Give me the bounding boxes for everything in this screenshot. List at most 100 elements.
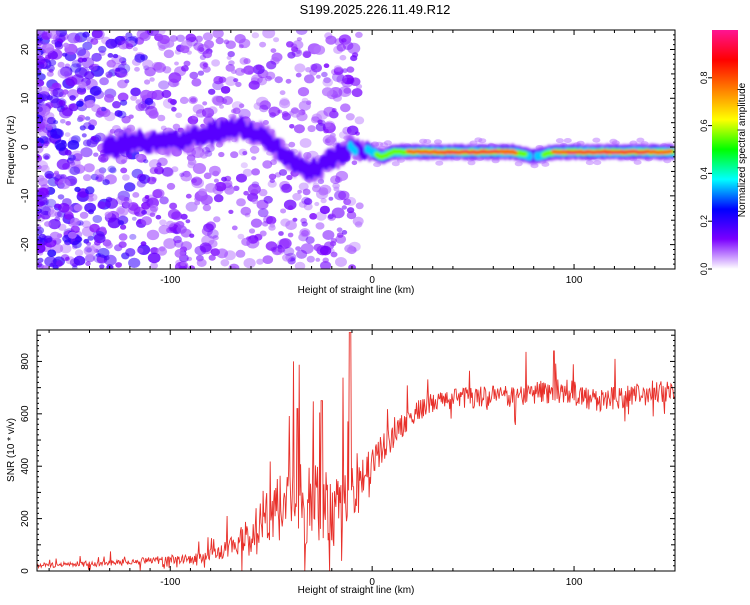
noise-blob bbox=[199, 242, 212, 253]
noise-blob bbox=[297, 189, 302, 194]
noise-blob bbox=[266, 60, 277, 70]
noise-blob bbox=[76, 62, 82, 68]
noise-blob bbox=[128, 202, 139, 211]
noise-blob bbox=[474, 137, 483, 143]
noise-blob bbox=[37, 195, 48, 206]
noise-blob bbox=[346, 207, 355, 214]
noise-blob bbox=[280, 208, 287, 214]
noise-blob bbox=[57, 178, 71, 190]
noise-blob bbox=[294, 261, 306, 269]
noise-blob bbox=[262, 255, 274, 264]
noise-blob bbox=[43, 137, 52, 145]
noise-blob bbox=[166, 220, 175, 228]
noise-blob bbox=[235, 81, 242, 88]
noise-blob bbox=[309, 213, 318, 220]
noise-blob bbox=[175, 112, 183, 119]
noise-blob bbox=[125, 248, 136, 257]
noise-blob bbox=[141, 216, 152, 226]
noise-blob bbox=[54, 41, 63, 48]
noise-blob bbox=[355, 202, 364, 210]
noise-blob bbox=[135, 99, 142, 105]
noise-blob bbox=[118, 241, 127, 249]
noise-blob bbox=[44, 221, 51, 227]
noise-blob bbox=[262, 30, 276, 39]
noise-blob bbox=[135, 103, 145, 112]
noise-blob bbox=[37, 36, 42, 44]
noise-blob bbox=[330, 132, 336, 138]
noise-blob bbox=[161, 167, 173, 177]
noise-blob bbox=[266, 216, 277, 225]
noise-blob bbox=[280, 218, 291, 227]
noise-blob bbox=[50, 128, 63, 139]
noise-blob bbox=[117, 215, 129, 225]
noise-blob bbox=[346, 125, 359, 136]
noise-blob bbox=[325, 35, 337, 45]
noise-blob bbox=[268, 106, 281, 117]
noise-blob bbox=[294, 63, 306, 73]
noise-blob bbox=[258, 188, 268, 197]
noise-blob bbox=[56, 158, 70, 170]
noise-blob bbox=[241, 237, 252, 246]
noise-blob bbox=[187, 115, 199, 125]
noise-blob bbox=[198, 188, 207, 196]
noise-blob bbox=[318, 119, 326, 126]
noise-blob bbox=[70, 135, 81, 144]
noise-blob bbox=[120, 99, 128, 106]
noise-blob bbox=[82, 31, 90, 38]
noise-blob bbox=[255, 64, 263, 71]
noise-blob bbox=[234, 34, 246, 44]
noise-blob bbox=[57, 61, 65, 68]
noise-blob bbox=[121, 61, 127, 66]
noise-blob bbox=[83, 245, 97, 256]
noise-blob bbox=[94, 132, 106, 142]
noise-blob bbox=[467, 160, 476, 166]
x-tick-label: 0 bbox=[369, 577, 375, 588]
noise-blob bbox=[211, 95, 223, 105]
noise-blob bbox=[107, 53, 114, 58]
noise-blob bbox=[112, 53, 119, 59]
colorbar-tick-label: 0.4 bbox=[699, 167, 709, 180]
noise-blob bbox=[90, 173, 99, 181]
noise-blob bbox=[125, 43, 134, 50]
noise-blob bbox=[207, 106, 218, 115]
noise-blob bbox=[331, 207, 345, 219]
noise-blob bbox=[77, 114, 86, 122]
noise-blob bbox=[202, 32, 213, 41]
noise-blob bbox=[46, 126, 53, 131]
noise-blob bbox=[176, 34, 186, 42]
noise-blob bbox=[195, 35, 204, 43]
noise-blob bbox=[54, 216, 61, 222]
noise-blob bbox=[315, 257, 321, 262]
noise-blob bbox=[274, 172, 282, 178]
y-tick-label: 20 bbox=[20, 44, 31, 56]
noise-blob bbox=[324, 120, 335, 130]
x-tick-label: 100 bbox=[566, 275, 583, 286]
noise-blob bbox=[188, 96, 198, 105]
noise-blob bbox=[256, 258, 264, 265]
noise-blob bbox=[296, 249, 308, 259]
noise-blob bbox=[199, 54, 206, 61]
noise-blob bbox=[189, 233, 195, 238]
noise-blob bbox=[259, 41, 267, 48]
noise-blob bbox=[336, 43, 346, 52]
noise-blob bbox=[136, 247, 144, 254]
noise-blob bbox=[341, 38, 347, 43]
noise-blob bbox=[37, 241, 45, 251]
noise-blob bbox=[287, 205, 294, 211]
noise-blob bbox=[247, 183, 261, 195]
noise-blob bbox=[82, 139, 92, 147]
noise-blob bbox=[101, 106, 107, 112]
noise-blob bbox=[140, 241, 147, 247]
noise-blob bbox=[100, 108, 111, 117]
noise-blob bbox=[203, 40, 215, 49]
noise-blob bbox=[37, 236, 43, 245]
colorbar-label: Normalized spectral amplitude bbox=[737, 82, 748, 217]
noise-blob bbox=[329, 240, 337, 247]
noise-blob bbox=[279, 238, 292, 249]
noise-blob bbox=[346, 211, 357, 220]
noise-blob bbox=[319, 245, 332, 256]
noise-blob bbox=[82, 41, 93, 51]
noise-blob bbox=[435, 160, 444, 166]
noise-blob bbox=[49, 231, 61, 241]
noise-blob bbox=[85, 261, 91, 267]
